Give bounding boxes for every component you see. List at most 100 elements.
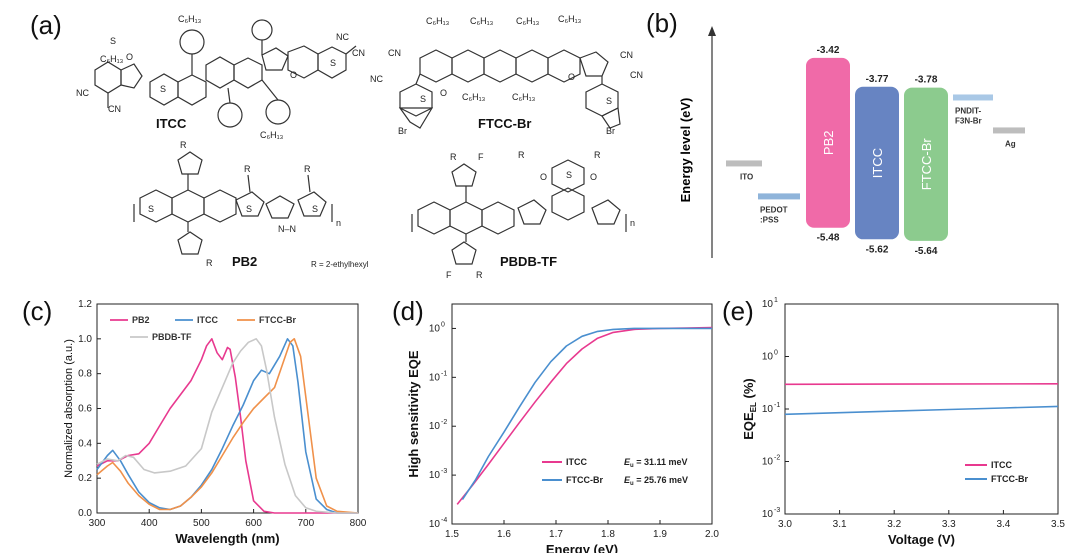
pbdb-r-1: R: [450, 152, 457, 162]
pb2-n: n: [336, 218, 341, 228]
y-tick-label-c-0: 0.0: [78, 508, 92, 519]
itcc-s-1: S: [110, 36, 116, 46]
y-tick-label-d-4: 10: [429, 323, 441, 334]
ftcc-o-2: O: [568, 72, 575, 82]
itcc-nc-2: NC: [336, 32, 349, 42]
x-tick-label-c-2: 500: [193, 518, 210, 529]
itcc-o-2: O: [290, 70, 297, 80]
x-tick-label-c-5: 800: [350, 518, 367, 529]
energy-homo-ftcc-br: -5.64: [915, 246, 938, 257]
energy-level-diagram: Energy level (eV) ITO PEDOT:PSS PB2 -3.42 -5…: [678, 26, 1025, 258]
pb2-r-3: R: [304, 164, 311, 174]
x-tick-label-c-3: 600: [245, 518, 262, 529]
y-tick-label-c-5: 1.0: [78, 334, 92, 345]
ftcc-c6h13-1: C₆H₁₃: [426, 16, 450, 26]
pb2-nn: N–N: [278, 224, 296, 234]
ftcc-cn-2: CN: [620, 50, 633, 60]
ftcc-br-structure: [398, 49, 621, 129]
pbdb-s-1: S: [566, 170, 572, 180]
series-line-c-pb2: [96, 337, 358, 514]
pb2-s-3: S: [312, 204, 318, 214]
pbdb-f-2: F: [446, 270, 452, 280]
energy-line-pndit-f3n-br: [953, 94, 993, 101]
ftcc-c6h13-3: C₆H₁₃: [516, 16, 540, 26]
x-tick-label-e-4: 3.4: [996, 519, 1010, 530]
pbdb-r-3: R: [518, 150, 525, 160]
pb2-s-1: S: [148, 204, 154, 214]
ftcc-cn-3: CN: [630, 70, 643, 80]
x-tick-label-d-4: 1.9: [653, 529, 667, 540]
x-axis-label-d: Energy (eV): [546, 542, 618, 553]
plot-frame-c: [96, 303, 359, 514]
x-tick-label-c-4: 700: [297, 518, 314, 529]
energy-line-label-ito: ITO: [740, 172, 753, 181]
ftcc-br-name: FTCC-Br: [478, 116, 531, 131]
pbdb-r-2: R: [476, 270, 483, 280]
energy-line-label1-pndit-f3n-br: PNDIT-: [955, 106, 982, 115]
pbdb-r-4: R: [594, 150, 601, 160]
legend-label-c-pbdb-tf: PBDB-TF: [152, 332, 192, 342]
itcc-c6h13-2: C₆H₁₃: [178, 14, 202, 24]
x-tick-label-e-2: 3.2: [887, 519, 901, 530]
legend-label-e-ftcc-br: FTCC-Br: [991, 474, 1028, 484]
itcc-name: ITCC: [156, 116, 187, 131]
y-tick-exp-d-1: -3: [441, 468, 447, 475]
pb2-r-note: R = 2-ethylhexyl: [311, 260, 369, 269]
x-tick-label-e-3: 3.3: [942, 519, 956, 530]
energy-line-ito: [726, 160, 762, 167]
y-tick-label-d-3: 10: [429, 372, 441, 383]
energy-box-itcc: [855, 86, 899, 240]
x-tick-label-d-2: 1.7: [549, 529, 563, 540]
y-tick-exp-e-3: 0: [774, 350, 778, 357]
pbdb-o-1: O: [540, 172, 547, 182]
itcc-structure: [94, 19, 357, 128]
y-axis-label-d: High sensitivity EQE: [406, 350, 421, 477]
y-tick-exp-e-1: -2: [774, 455, 780, 462]
itcc-o-1: O: [126, 52, 133, 62]
series-line-e-ftcc-br: [784, 405, 1059, 416]
energy-lumo-pb2: -3.42: [817, 45, 840, 56]
legend-label-d-itcc: ITCC: [566, 457, 587, 467]
energy-ylabel: Energy level (eV): [678, 98, 693, 203]
y-tick-exp-d-2: -2: [441, 419, 447, 426]
energy-homo-itcc: -5.62: [866, 244, 889, 255]
series-line-d-ftcc-br: [461, 327, 712, 501]
y-tick-label-e-3: 10: [762, 352, 774, 363]
itcc-c6h13-1: C₆H₁₃: [100, 54, 124, 64]
series-line-c-itcc: [96, 337, 358, 514]
ftcc-c6h13-5: C₆H₁₃: [462, 92, 486, 102]
y-tick-label-c-4: 0.8: [78, 369, 92, 380]
y-tick-label-d-2: 10: [429, 421, 441, 432]
itcc-s-3: S: [330, 58, 336, 68]
y-tick-exp-d-3: -1: [441, 370, 447, 377]
energy-line-label1-pedot-pss: PEDOT: [760, 205, 788, 214]
legend-urbach-d-ftcc-br: Eu = 25.76 meV: [624, 475, 688, 487]
series-line-c-pbdb-tf: [96, 337, 358, 514]
series-line-e-itcc: [784, 383, 1059, 386]
legend-urbach-d-itcc: Eu = 31.11 meV: [624, 457, 687, 469]
y-tick-exp-e-4: 1: [774, 297, 778, 304]
ftcc-c6h13-6: C₆H₁₃: [512, 92, 536, 102]
energy-box-label-itcc: ITCC: [870, 148, 885, 178]
pbdb-f-1: F: [478, 152, 484, 162]
y-axis-label-e: EQEEL (%): [741, 378, 758, 440]
itcc-nc-1: NC: [76, 88, 89, 98]
y-tick-label-c-3: 0.6: [78, 404, 92, 415]
ftcc-cn-1: CN: [388, 48, 401, 58]
x-axis-label-c: Wavelength (nm): [175, 531, 279, 546]
ftcc-s-2: S: [606, 96, 612, 106]
energy-line-ag: [993, 127, 1025, 134]
y-axis-label-c: Normalized absorption (a.u.): [63, 339, 75, 478]
ftcc-br-1: Br: [398, 126, 407, 136]
energy-homo-pb2: -5.48: [817, 233, 840, 244]
itcc-cn-1: CN: [108, 104, 121, 114]
plot-frame-d: [451, 303, 713, 525]
eqe-chart: 1.5 1.6 1.7 1.8 1.9 2.010-410-310-210-110 0Ene…: [406, 303, 719, 553]
energy-box-label-ftcc-br: FTCC-Br: [919, 138, 934, 191]
ftcc-br-2: Br: [606, 126, 615, 136]
y-tick-exp-d-0: -4: [441, 517, 447, 524]
x-tick-label-d-3: 1.8: [601, 529, 615, 540]
chemical-structures: C₆H₁₃ C₆H₁₃ C₆H₁₃ NC CN NC CN O O S S S …: [76, 14, 643, 280]
x-tick-label-e-1: 3.1: [833, 519, 847, 530]
